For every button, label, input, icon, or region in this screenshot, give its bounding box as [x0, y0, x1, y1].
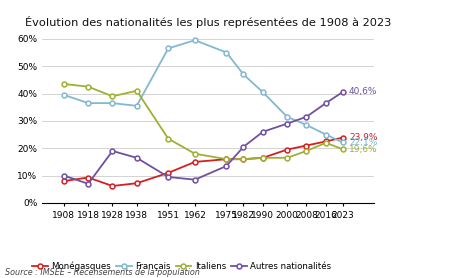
- Text: 22,1%: 22,1%: [349, 138, 377, 147]
- Text: 19,6%: 19,6%: [349, 145, 378, 154]
- Text: Source : IMSEE – Recensements de la population: Source : IMSEE – Recensements de la popu…: [5, 268, 199, 277]
- Title: Évolution des nationalités les plus représentées de 1908 à 2023: Évolution des nationalités les plus repr…: [25, 16, 391, 28]
- Legend: Monégasques, Français, Italiens, Autres nationalités: Monégasques, Français, Italiens, Autres …: [29, 258, 335, 274]
- Text: 40,6%: 40,6%: [349, 87, 377, 96]
- Text: 23,9%: 23,9%: [349, 133, 377, 142]
